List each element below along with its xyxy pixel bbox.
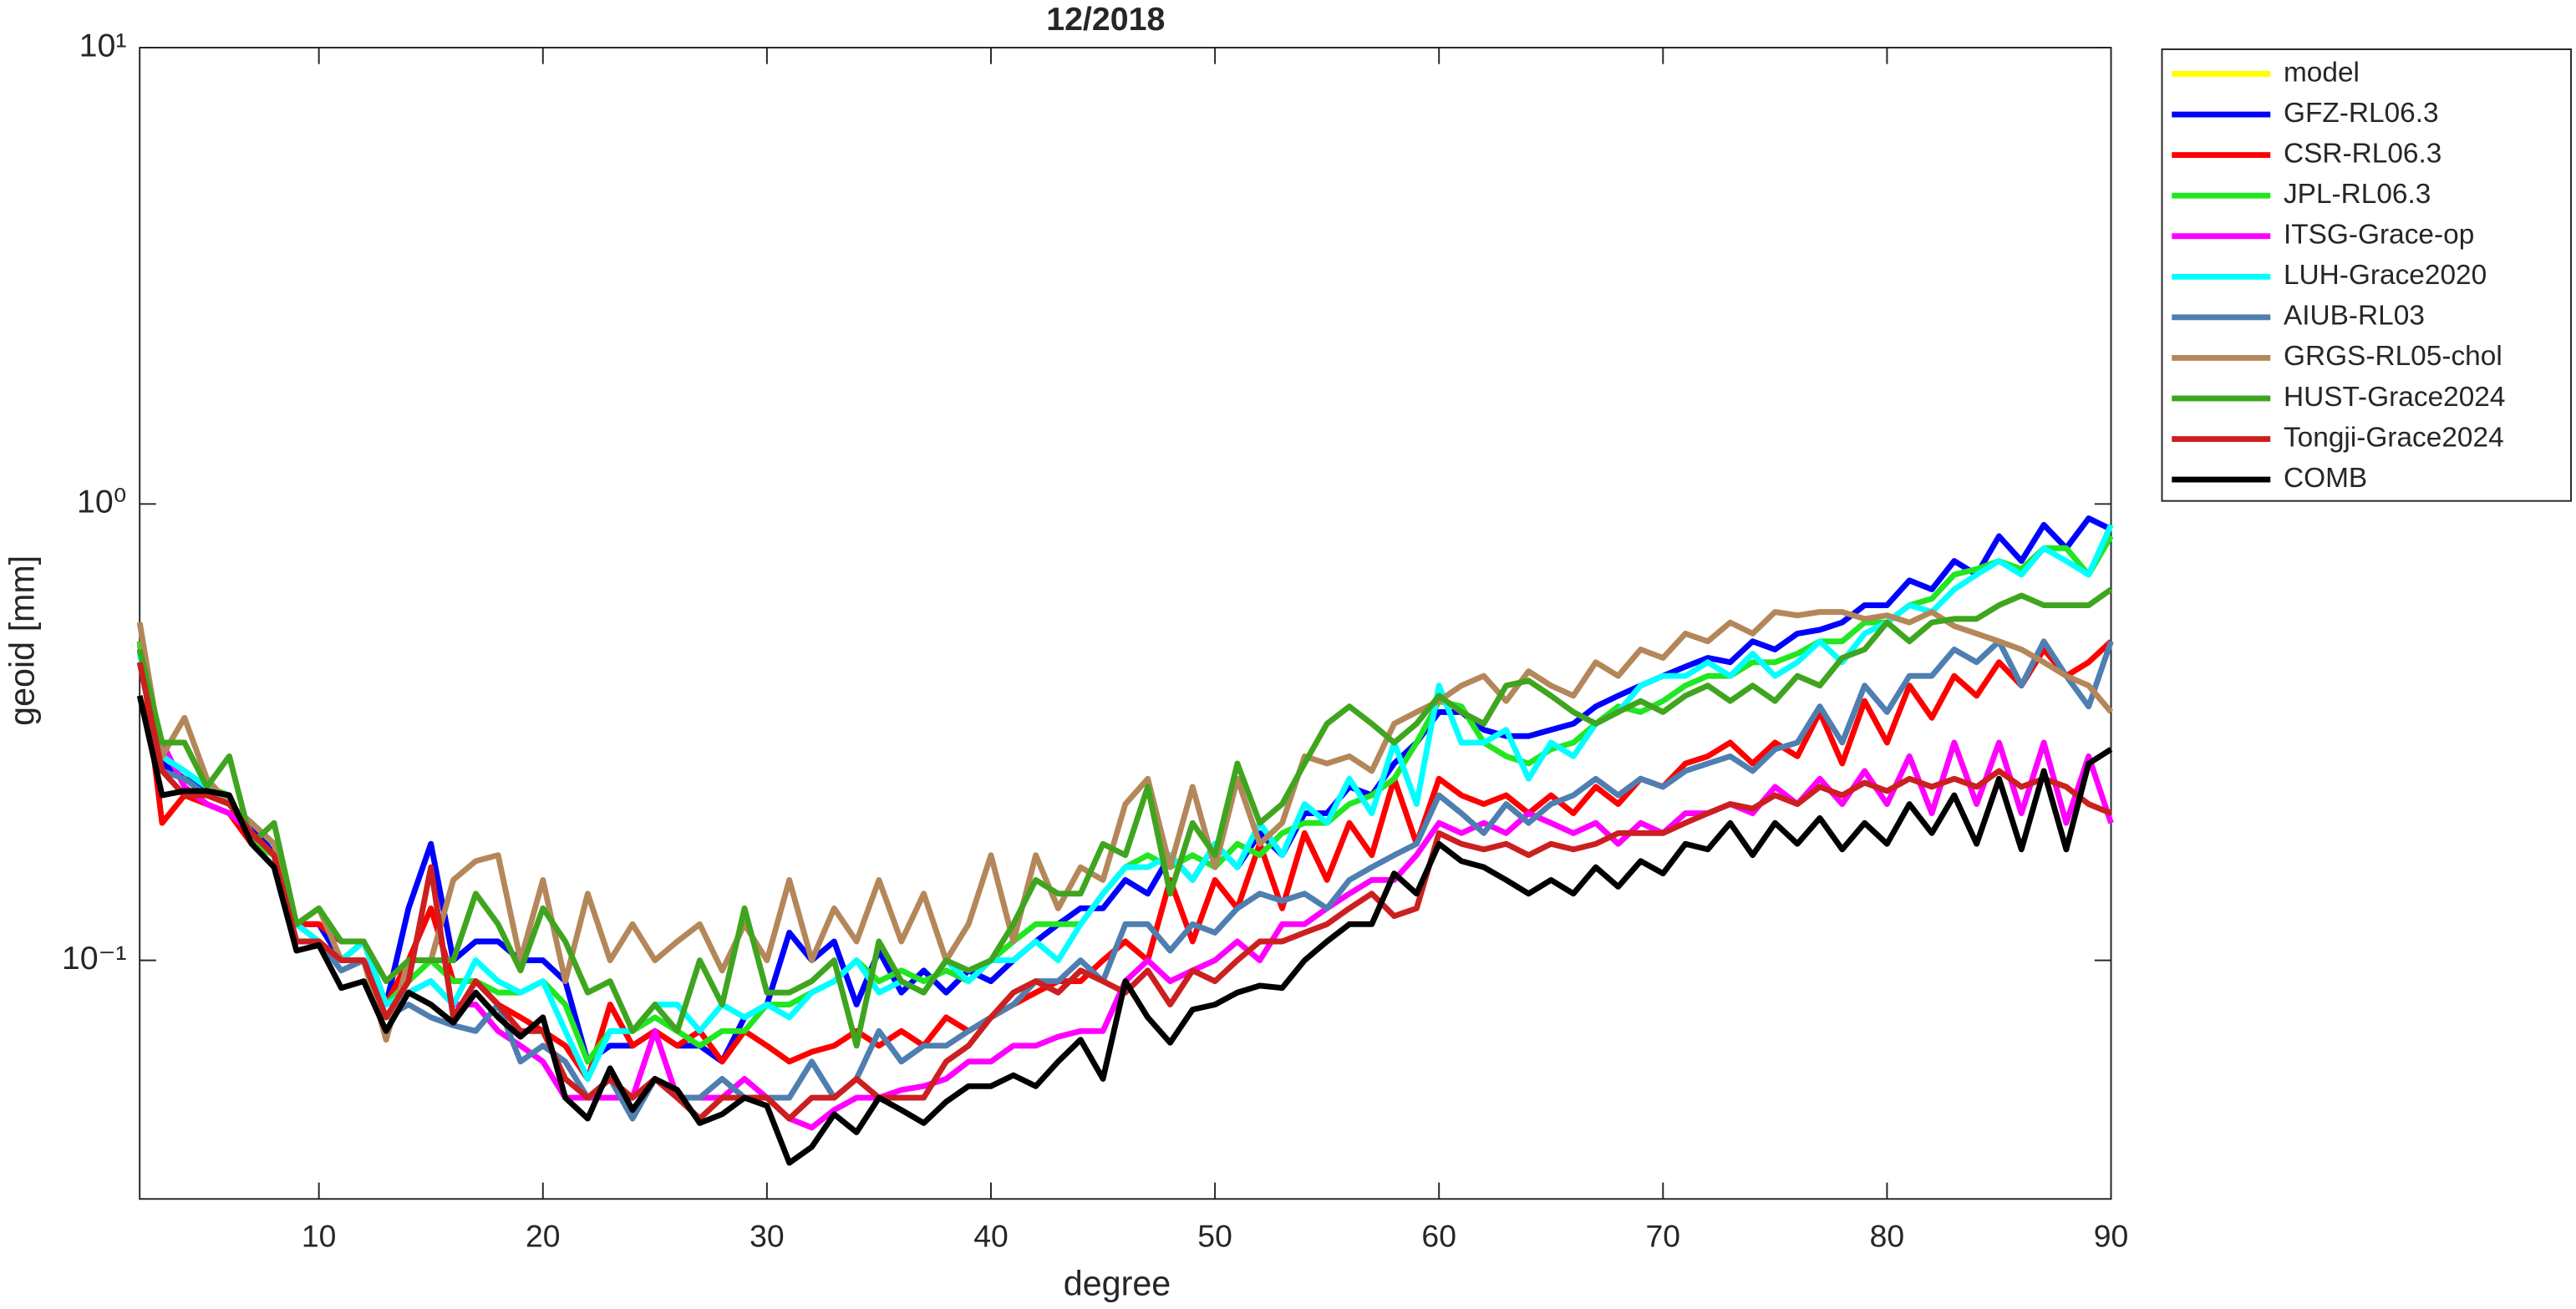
y-axis-label: geoid [mm] [3, 556, 41, 726]
x-tick-label: 90 [2094, 1218, 2129, 1253]
x-tick-label: 30 [749, 1218, 785, 1253]
legend-label: GFZ-RL06.3 [2284, 98, 2439, 129]
y-tick-label: 10⁰ [77, 484, 127, 520]
legend-label: COMB [2284, 463, 2367, 494]
plot-area [139, 47, 2112, 1200]
series-line [136, 523, 2114, 1082]
y-tick-label: 10¹ [79, 27, 127, 63]
y-tick-label: 10⁻¹ [62, 940, 127, 977]
legend-label: GRGS-RL05-chol [2284, 341, 2502, 372]
chart-title: 12/2018 [1046, 1, 1165, 38]
x-tick-label: 70 [1646, 1218, 1681, 1253]
legend-label: ITSG-Grace-op [2284, 220, 2474, 251]
legend-label: model [2284, 57, 2360, 88]
series-line [136, 586, 2113, 1049]
series-line [136, 609, 2114, 1043]
x-tick-label: 60 [1421, 1218, 1456, 1253]
x-tick-label: 40 [973, 1218, 1009, 1253]
legend-label: HUST-Grace2024 [2284, 382, 2506, 413]
legend-label: JPL-RL06.3 [2284, 179, 2431, 210]
legend-label: Tongji-Grace2024 [2284, 422, 2504, 453]
series-line [136, 515, 2113, 1065]
x-tick-label: 50 [1197, 1218, 1232, 1253]
x-tick-label: 20 [526, 1218, 561, 1253]
legend-label: AIUB-RL03 [2284, 301, 2425, 332]
series-line [136, 695, 2113, 1166]
series-line [136, 638, 2114, 1122]
legend-label: LUH-Grace2020 [2284, 260, 2487, 291]
x-axis-label: degree [1064, 1264, 1171, 1302]
x-tick-label: 80 [1870, 1218, 1905, 1253]
legend-label: CSR-RL06.3 [2284, 138, 2441, 169]
x-tick-label: 10 [302, 1218, 337, 1253]
